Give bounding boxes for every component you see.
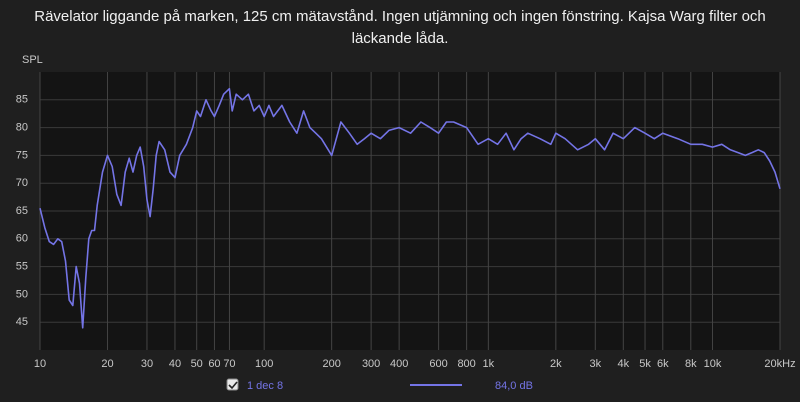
y-tick-label: 45 — [16, 316, 28, 328]
chart-title: Rävelator liggande på marken, 125 cm mät… — [34, 8, 766, 47]
x-tick-label: 2k — [550, 358, 562, 370]
x-tick-label: 5k — [639, 358, 651, 370]
y-tick-label: 65 — [16, 205, 28, 217]
x-tick-label: 30 — [141, 358, 153, 370]
x-tick-label: 50 — [191, 358, 203, 370]
x-tick-label: 600 — [429, 358, 447, 370]
x-tick-label: 1k — [483, 358, 495, 370]
x-tick-label: 800 — [457, 358, 475, 370]
x-tick-label: 200 — [322, 358, 340, 370]
x-tick-label: 300 — [362, 358, 380, 370]
x-tick-label: 4k — [617, 358, 629, 370]
legend-label: 1 dec 8 — [247, 380, 283, 392]
y-axis-label: SPL — [22, 54, 43, 66]
checkmark — [228, 381, 238, 390]
y-tick-label: 85 — [16, 94, 28, 106]
x-tick-label: 3k — [589, 358, 601, 370]
x-tick-label: 10k — [704, 358, 722, 370]
x-tick-label: 10 — [34, 358, 46, 370]
x-tick-label: 100 — [255, 358, 273, 370]
y-tick-label: 55 — [16, 261, 28, 273]
x-tick-label: 70 — [223, 358, 235, 370]
y-tick-label: 80 — [16, 122, 28, 134]
x-tick-label: 60 — [208, 358, 220, 370]
legend-checkbox[interactable] — [226, 378, 239, 391]
series-line — [39, 87, 781, 329]
x-tick-label: 20 — [101, 358, 113, 370]
y-tick-label: 60 — [16, 233, 28, 245]
legend-value: 84,0 dB — [495, 380, 533, 392]
x-tick-label: 40 — [169, 358, 181, 370]
x-tick-label: 20kHz — [764, 358, 795, 370]
x-tick-label: 6k — [657, 358, 669, 370]
x-tick-label: 8k — [685, 358, 697, 370]
x-tick-label: 400 — [390, 358, 408, 370]
y-tick-label: 75 — [16, 149, 28, 161]
y-tick-label: 70 — [16, 177, 28, 189]
y-tick-label: 50 — [16, 288, 28, 300]
